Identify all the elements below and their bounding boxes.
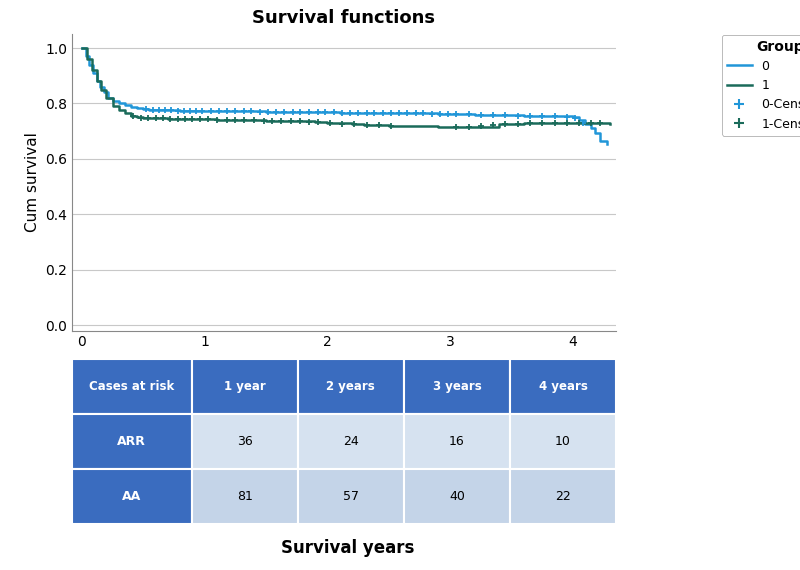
Text: 3 years: 3 years [433,380,482,393]
Text: 4 years: 4 years [538,380,587,393]
Text: 16: 16 [449,435,465,448]
Text: Survival years: Survival years [282,539,414,557]
Bar [72,359,192,414]
Bar [192,469,298,524]
Bar [298,469,404,524]
Text: 1 year: 1 year [224,380,266,393]
Text: 22: 22 [555,490,571,503]
Title: Survival functions: Survival functions [253,9,435,27]
Bar [404,359,510,414]
Text: 24: 24 [343,435,358,448]
Legend: 0, 1, 0-Censored, 1-Censored: 0, 1, 0-Censored, 1-Censored [722,35,800,136]
Text: Cases at risk: Cases at risk [90,380,174,393]
Bar [192,414,298,469]
Bar [510,469,616,524]
Bar [192,359,298,414]
Text: AA: AA [122,490,142,503]
Bar [298,359,404,414]
Text: 57: 57 [343,490,358,503]
Bar [510,414,616,469]
Bar [510,359,616,414]
Text: 81: 81 [237,490,253,503]
Bar [404,414,510,469]
Text: 10: 10 [555,435,571,448]
Text: ARR: ARR [118,435,146,448]
Bar [72,469,192,524]
Text: 2 years: 2 years [326,380,375,393]
Bar [298,414,404,469]
Bar [404,469,510,524]
Text: 40: 40 [449,490,465,503]
Text: 36: 36 [237,435,253,448]
Y-axis label: Cum survival: Cum survival [25,132,39,233]
Bar [72,414,192,469]
